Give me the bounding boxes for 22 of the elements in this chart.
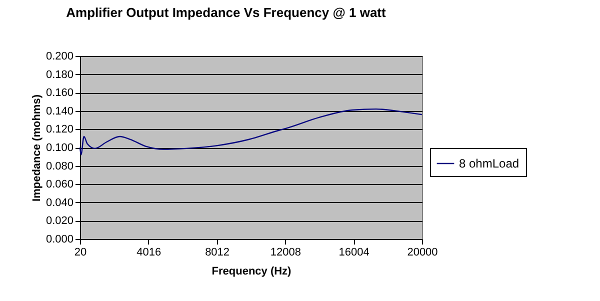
chart-title: Amplifier Output Impedance Vs Frequency @ 1 watt: [66, 5, 387, 20]
x-tick-label: 8012: [205, 246, 230, 258]
x-axis-title: Frequency (Hz): [212, 266, 292, 278]
y-tick-label: 0.180: [46, 68, 74, 81]
x-tick-label: 20000: [407, 246, 438, 258]
x-tick-label: 16004: [338, 246, 370, 258]
x-tick-label: 20: [74, 246, 87, 258]
y-tick-label: 0.100: [46, 142, 74, 154]
legend-label: 8 ohmLoad: [459, 156, 520, 170]
x-tick-label: 12008: [270, 246, 301, 258]
y-axis-title: Impedance (mohms): [30, 94, 43, 202]
y-tick-label: 0.160: [46, 87, 74, 100]
x-tick-label: 4016: [136, 246, 162, 258]
y-tick-label: 0.060: [46, 178, 74, 191]
y-tick-label: 0.140: [46, 105, 74, 118]
y-tick-label: 0.200: [46, 50, 74, 62]
y-tick-label: 0.080: [46, 160, 74, 172]
y-tick-label: 0.040: [46, 196, 74, 209]
line-series: [79, 108, 423, 156]
y-tick-label: 0.020: [46, 215, 74, 228]
y-tick-label: 0.120: [46, 124, 74, 136]
y-tick-label: 0.000: [46, 234, 74, 246]
